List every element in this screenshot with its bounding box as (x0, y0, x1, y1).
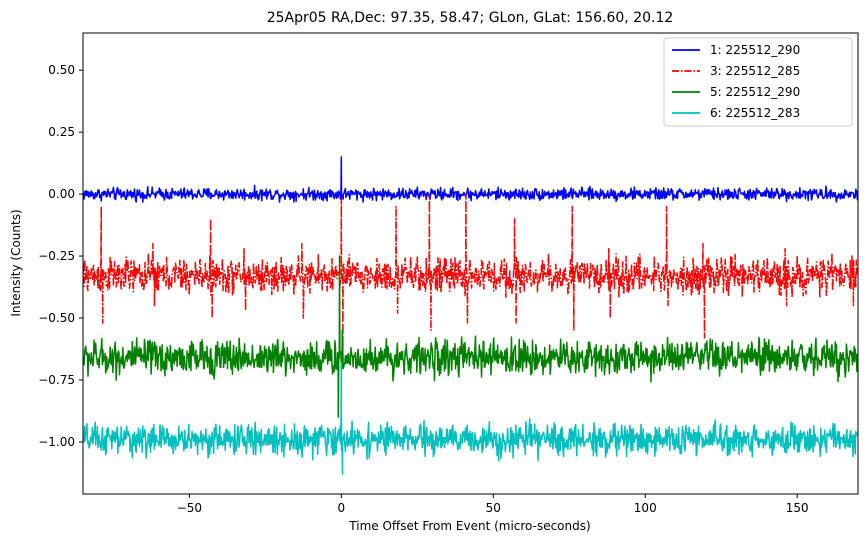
y-tick-label: −0.75 (38, 373, 75, 387)
series-line-2 (83, 193, 858, 349)
series-layer (83, 156, 858, 475)
y-tick-label: −0.25 (38, 249, 75, 263)
x-axis-label: Time Offset From Event (micro-seconds) (348, 519, 590, 533)
legend-label: 1: 225512_290 (710, 43, 800, 57)
plot-frame (82, 32, 859, 495)
legend-label: 5: 225512_290 (710, 85, 800, 99)
x-axis: −50 0 50 100 150 (177, 494, 809, 515)
x-tick-label: 150 (786, 501, 809, 515)
legend: 1: 225512_290 3: 225512_285 5: 225512_290 6… (663, 37, 853, 127)
legend-label: 6: 225512_283 (710, 106, 800, 120)
series-line-1 (83, 156, 858, 203)
chart-title: 25Apr05 RA,Dec: 97.35, 58.47; GLon, GLat… (267, 10, 674, 26)
y-tick-label: 0.50 (48, 63, 75, 77)
x-tick-label: 0 (338, 501, 346, 515)
legend-box (663, 37, 853, 127)
y-tick-label: −1.00 (38, 435, 75, 449)
legend-label: 3: 225512_285 (710, 64, 800, 78)
y-tick-label: −0.50 (38, 311, 75, 325)
x-tick-label: 100 (634, 501, 657, 515)
x-tick-label: 50 (486, 501, 501, 515)
y-axis: 0.50 0.25 0.00 −0.25 −0.50 −0.75 −1.00 (38, 63, 83, 449)
y-tick-label: 0.25 (48, 125, 75, 139)
y-axis-label: Intensity (Counts) (9, 209, 23, 316)
series-line-3 (83, 255, 858, 418)
y-tick-label: 0.00 (48, 187, 75, 201)
x-tick-label: −50 (177, 501, 202, 515)
series-line-4 (83, 361, 858, 475)
